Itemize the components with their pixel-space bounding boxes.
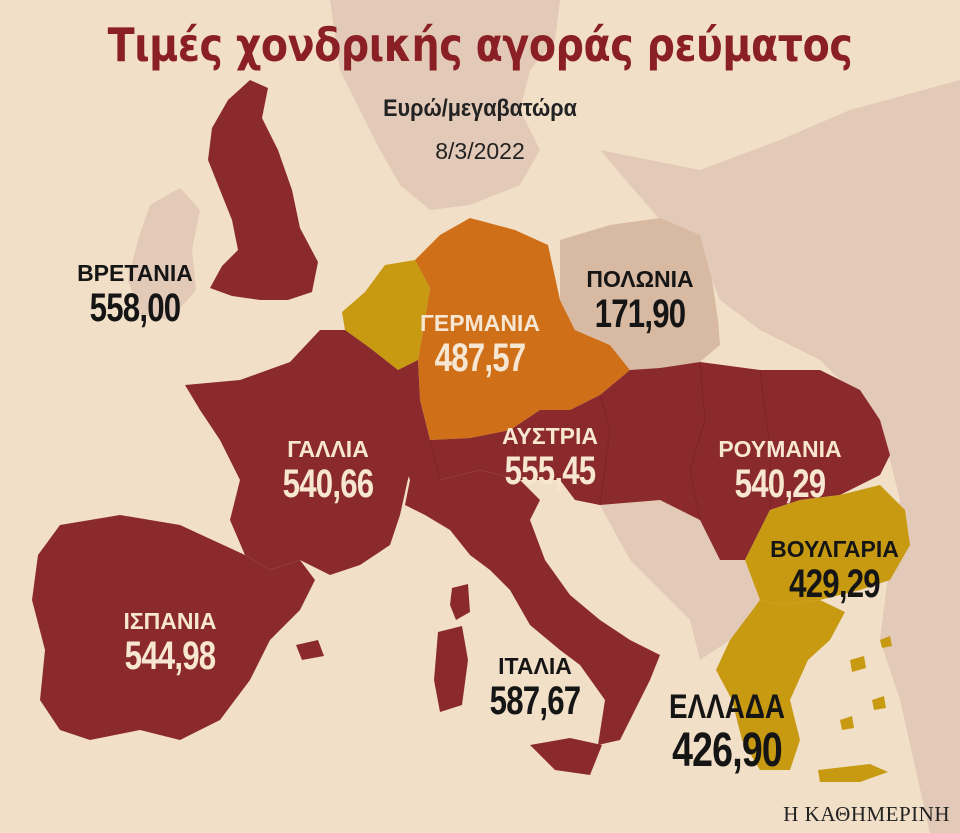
central-block-shape — [400, 362, 890, 560]
romania-value: 540,29 — [734, 462, 827, 506]
poland-value: 171,90 — [594, 292, 687, 336]
italy-name: ΙΤΑΛΙΑ — [498, 653, 572, 679]
sardinia-shape — [434, 626, 468, 712]
britain-value: 558,00 — [89, 286, 182, 330]
balearic-shape — [296, 640, 324, 660]
benelux-shape — [342, 260, 430, 370]
greece-name: ΕΛΛΑΔΑ — [668, 688, 786, 726]
spain-value: 544,98 — [124, 634, 217, 678]
austria-name: ΑΥΣΤΡΙΑ — [501, 423, 599, 449]
spain-shape — [32, 515, 315, 740]
map-date: 8/3/2022 — [435, 138, 525, 164]
sicily-shape — [530, 738, 602, 775]
label-poland: ΠΟΛΩΝΙΑ 171,90 — [565, 266, 715, 336]
crete-shape — [818, 764, 888, 782]
greece-shape — [716, 600, 845, 770]
label-bulgaria: ΒΟΥΛΓΑΡΙΑ 429,29 — [752, 536, 917, 606]
ireland-land — [128, 188, 200, 320]
label-italy: ΙΤΑΛΙΑ 587,67 — [470, 653, 600, 723]
france-value: 540,66 — [282, 462, 375, 506]
poland-shape — [560, 218, 720, 370]
britain-name: ΒΡΕΤΑΝΙΑ — [77, 260, 193, 286]
austria-value: 555,45 — [504, 449, 597, 493]
bulgaria-value: 429,29 — [789, 562, 881, 606]
romania-name: ΡΟΥΜΑΝΙΑ — [718, 436, 842, 462]
label-france: ΓΑΛΛΙΑ 540,66 — [258, 436, 398, 506]
bulgaria-name: ΒΟΥΛΓΑΡΙΑ — [770, 536, 899, 562]
scandinavia-land — [330, 0, 560, 210]
germany-name: ΓΕΡΜΑΝΙΑ — [420, 310, 540, 336]
germany-shape — [415, 218, 630, 440]
eastern-europe-land — [600, 80, 960, 833]
corsica-shape — [450, 584, 470, 620]
map-title: Τιμές χονδρικής αγοράς ρεύματος — [107, 18, 853, 72]
france-name: ΓΑΛΛΙΑ — [287, 436, 369, 462]
bulgaria-shape — [745, 485, 910, 605]
label-austria: ΑΥΣΤΡΙΑ 555,45 — [475, 423, 625, 493]
poland-name: ΠΟΛΩΝΙΑ — [586, 266, 694, 292]
italy-value: 587,67 — [489, 679, 582, 723]
label-greece: ΕΛΛΑΔΑ 426,90 — [652, 690, 802, 775]
label-britain: ΒΡΕΤΑΝΙΑ 558,00 — [55, 260, 215, 330]
map-unit: Ευρώ/μεγαβατώρα — [383, 95, 577, 122]
label-spain: ΙΣΠΑΝΙΑ 544,98 — [95, 608, 245, 678]
germany-value: 487,57 — [434, 336, 527, 380]
label-romania: ΡΟΥΜΑΝΙΑ 540,29 — [700, 436, 860, 506]
aegean-islands-shape — [840, 636, 892, 730]
britain-shape — [208, 80, 318, 300]
france-shape — [185, 330, 430, 575]
border-lines — [429, 361, 771, 521]
source-brand: Η ΚΑΘΗΜΕΡΙΝΗ — [783, 802, 950, 826]
spain-name: ΙΣΠΑΝΙΑ — [123, 608, 217, 634]
greece-value: 426,90 — [672, 724, 783, 777]
italy-shape — [405, 470, 660, 745]
label-germany: ΓΕΡΜΑΝΙΑ 487,57 — [400, 310, 560, 380]
